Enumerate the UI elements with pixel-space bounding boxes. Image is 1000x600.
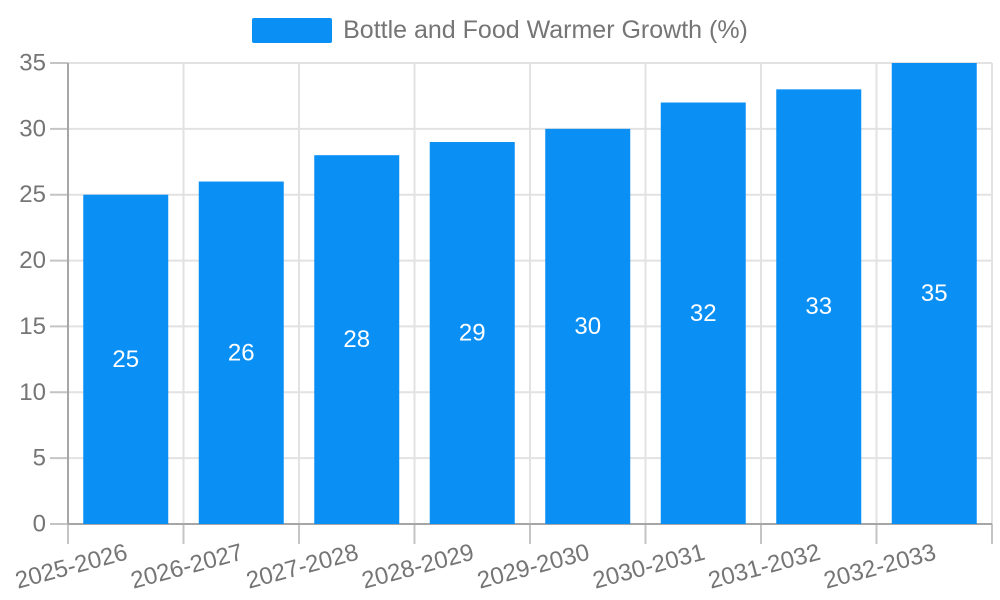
legend-label: Bottle and Food Warmer Growth (%) [343,16,748,44]
bar [198,181,284,525]
x-tick-label: 2028-2029 [359,539,477,595]
x-tick-label: 2032-2033 [821,539,939,595]
x-tick-label: 2031-2032 [705,539,823,595]
bar-value-label: 33 [805,293,832,320]
bar-value-label: 25 [112,346,139,373]
bar-value-label: 28 [343,326,370,353]
y-tick-label: 0 [33,511,46,538]
y-tick-label: 30 [19,115,46,142]
bar-value-label: 30 [574,313,601,340]
x-tick-label: 2029-2030 [474,539,592,595]
y-tick-label: 20 [19,247,46,274]
bar [776,89,862,524]
x-tick-label: 2026-2027 [128,539,246,595]
bar [660,102,746,524]
x-tick-label: 2027-2028 [243,539,361,595]
x-tick-label: 2025-2026 [12,539,130,595]
x-tick-label: 2030-2031 [590,539,708,595]
bar-value-label: 29 [459,320,486,347]
y-tick-label: 35 [19,50,46,77]
bar [429,142,515,524]
y-tick-label: 10 [19,379,46,406]
bar [314,155,400,524]
legend-item[interactable]: Bottle and Food Warmer Growth (%) [0,18,1000,43]
bar-value-label: 26 [228,339,255,366]
y-tick-label: 15 [19,313,46,340]
bar [83,194,169,524]
bar [891,63,977,524]
y-tick-label: 5 [33,445,46,472]
bar-value-label: 35 [921,280,948,307]
y-tick-label: 25 [19,181,46,208]
bar [545,128,631,524]
bar-value-label: 32 [690,300,717,327]
legend-swatch-icon [252,18,333,43]
